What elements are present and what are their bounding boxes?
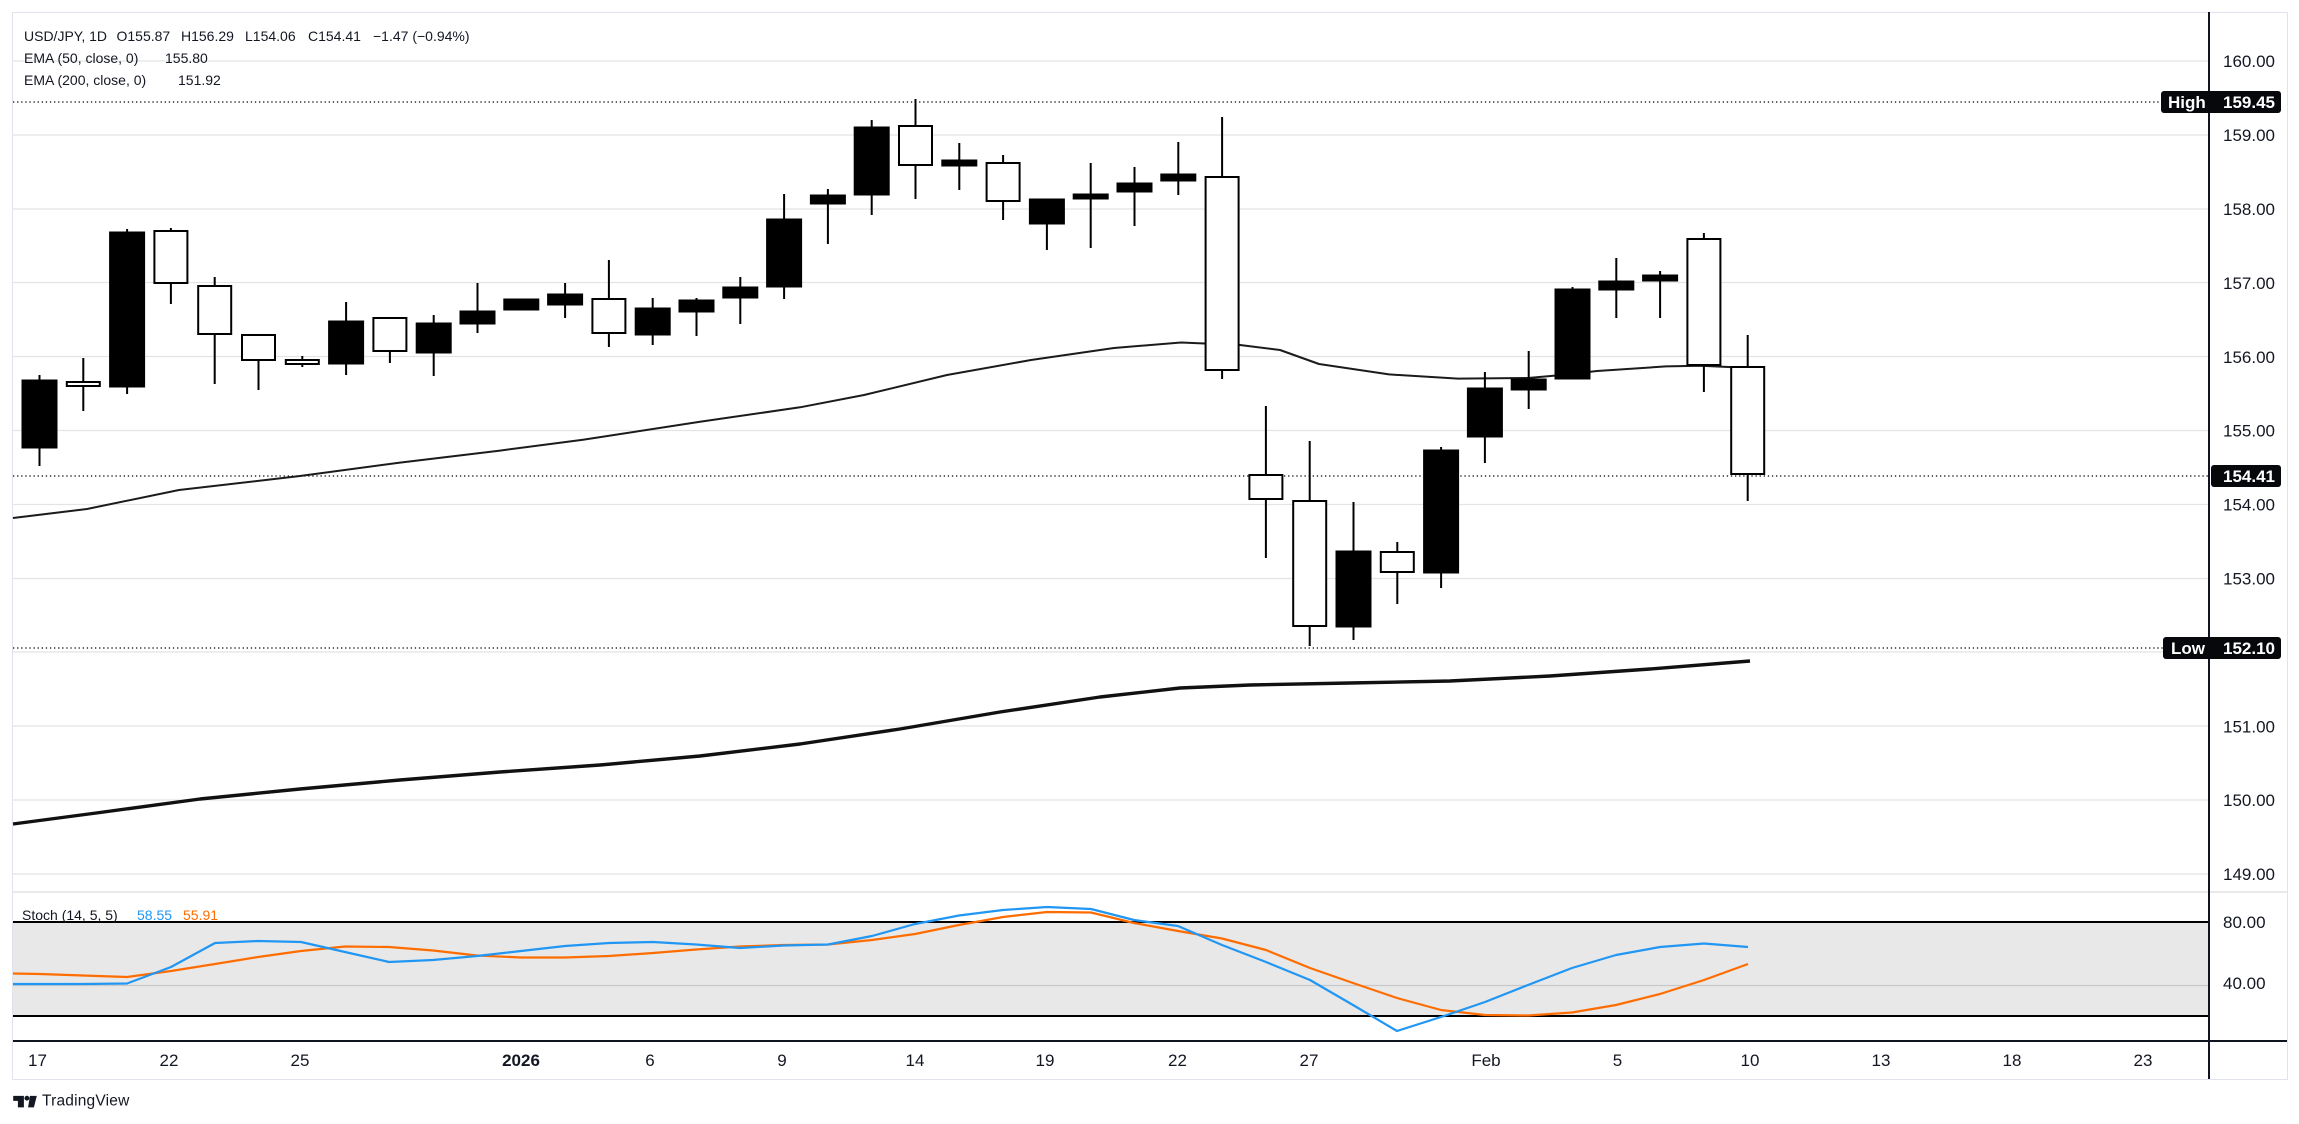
svg-text:13: 13 bbox=[1872, 1051, 1891, 1070]
svg-text:80.00: 80.00 bbox=[2223, 913, 2266, 932]
svg-text:40.00: 40.00 bbox=[2223, 974, 2266, 993]
svg-text:159.45: 159.45 bbox=[2223, 93, 2275, 112]
svg-text:157.00: 157.00 bbox=[2223, 274, 2275, 293]
svg-text:158.00: 158.00 bbox=[2223, 200, 2275, 219]
svg-text:C154.41: C154.41 bbox=[308, 28, 361, 44]
svg-text:150.00: 150.00 bbox=[2223, 791, 2275, 810]
svg-text:Feb: Feb bbox=[1471, 1051, 1500, 1070]
svg-text:9: 9 bbox=[777, 1051, 786, 1070]
svg-text:155.00: 155.00 bbox=[2223, 422, 2275, 441]
svg-text:O155.87: O155.87 bbox=[117, 28, 171, 44]
svg-text:EMA (50, close, 0): EMA (50, close, 0) bbox=[24, 50, 138, 66]
svg-text:152.10: 152.10 bbox=[2223, 639, 2275, 658]
svg-text:18: 18 bbox=[2003, 1051, 2022, 1070]
svg-text:High: High bbox=[2168, 93, 2206, 112]
svg-text:151.92: 151.92 bbox=[178, 72, 221, 88]
svg-text:L154.06: L154.06 bbox=[245, 28, 296, 44]
svg-text:Stoch (14, 5, 5): Stoch (14, 5, 5) bbox=[22, 907, 118, 923]
svg-text:14: 14 bbox=[906, 1051, 925, 1070]
svg-text:58.55: 58.55 bbox=[137, 907, 172, 923]
svg-text:USD/JPY, 1D: USD/JPY, 1D bbox=[24, 28, 107, 44]
svg-text:154.41: 154.41 bbox=[2223, 467, 2275, 486]
svg-text:23: 23 bbox=[2134, 1051, 2153, 1070]
svg-text:151.00: 151.00 bbox=[2223, 717, 2275, 736]
svg-text:159.00: 159.00 bbox=[2223, 126, 2275, 145]
svg-text:10: 10 bbox=[1741, 1051, 1760, 1070]
svg-text:TradingView: TradingView bbox=[42, 1093, 130, 1110]
svg-text:22: 22 bbox=[160, 1051, 179, 1070]
svg-text:Low: Low bbox=[2171, 639, 2206, 658]
svg-text:17: 17 bbox=[28, 1051, 47, 1070]
svg-text:6: 6 bbox=[645, 1051, 654, 1070]
svg-text:55.91: 55.91 bbox=[183, 907, 218, 923]
svg-text:22: 22 bbox=[1168, 1051, 1187, 1070]
svg-text:160.00: 160.00 bbox=[2223, 52, 2275, 71]
svg-text:5: 5 bbox=[1613, 1051, 1622, 1070]
svg-text:19: 19 bbox=[1036, 1051, 1055, 1070]
svg-text:EMA (200, close, 0): EMA (200, close, 0) bbox=[24, 72, 146, 88]
svg-text:155.80: 155.80 bbox=[165, 50, 208, 66]
svg-text:149.00: 149.00 bbox=[2223, 865, 2275, 884]
svg-text:27: 27 bbox=[1300, 1051, 1319, 1070]
svg-text:156.00: 156.00 bbox=[2223, 348, 2275, 367]
svg-text:25: 25 bbox=[291, 1051, 310, 1070]
svg-text:154.00: 154.00 bbox=[2223, 496, 2275, 515]
svg-text:153.00: 153.00 bbox=[2223, 570, 2275, 589]
svg-text:2026: 2026 bbox=[502, 1051, 540, 1070]
svg-text:−1.47 (−0.94%): −1.47 (−0.94%) bbox=[373, 28, 470, 44]
svg-text:H156.29: H156.29 bbox=[181, 28, 234, 44]
